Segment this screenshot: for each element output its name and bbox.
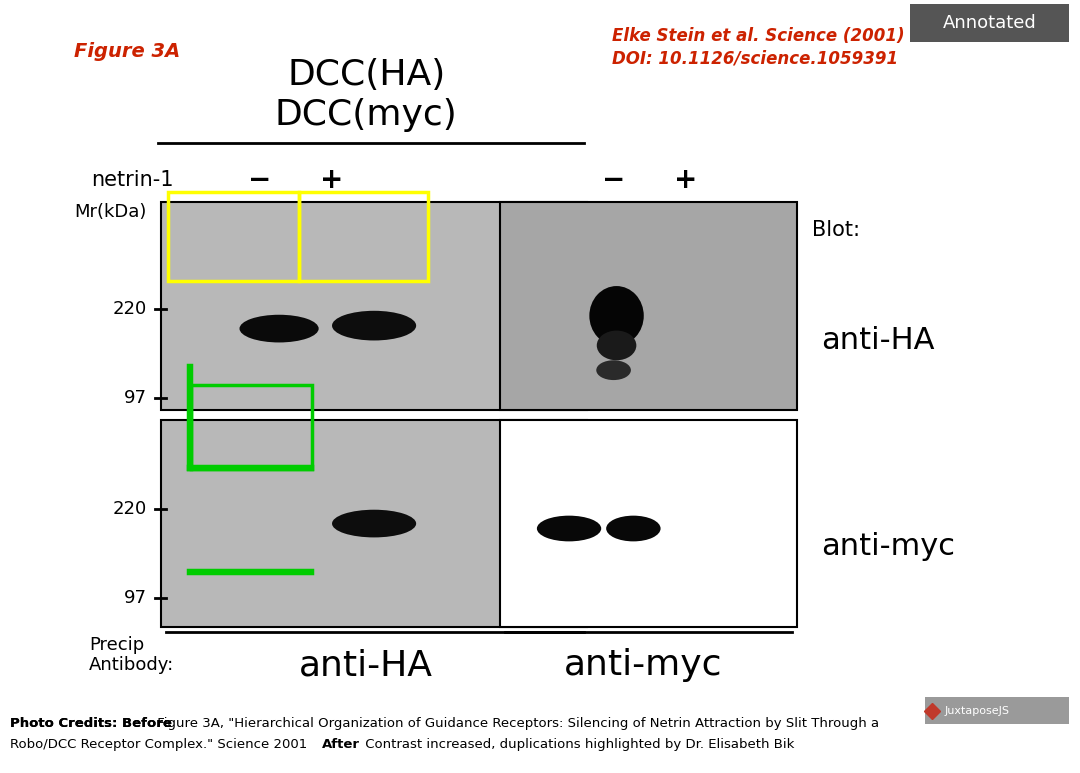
Bar: [161, 202, 586, 410]
Ellipse shape: [240, 315, 319, 342]
Bar: [191, 385, 312, 469]
Bar: [188, 570, 312, 573]
Bar: [188, 365, 191, 469]
Text: Robo/DCC Receptor Complex." Science 2001: Robo/DCC Receptor Complex." Science 2001: [10, 738, 307, 751]
Text: Precip: Precip: [89, 636, 145, 654]
Text: anti-myc: anti-myc: [822, 532, 956, 561]
Ellipse shape: [596, 360, 631, 380]
Bar: [910, 4, 1069, 42]
Text: Mr(kDa): Mr(kDa): [75, 203, 147, 221]
Bar: [299, 192, 428, 281]
Bar: [168, 192, 299, 281]
Ellipse shape: [332, 509, 416, 537]
Bar: [500, 420, 797, 628]
Bar: [926, 696, 1069, 724]
Bar: [161, 420, 586, 628]
Text: −: −: [602, 166, 625, 194]
Text: 97: 97: [123, 389, 147, 407]
Bar: [500, 202, 797, 410]
Text: Annotated: Annotated: [943, 14, 1037, 32]
Text: Contrast increased, duplications highlighted by Dr. Elisabeth Bik: Contrast increased, duplications highlig…: [361, 738, 795, 751]
Text: DCC(myc): DCC(myc): [274, 98, 458, 132]
Text: Photo Credits: Before: Photo Credits: Before: [10, 717, 172, 730]
Text: anti-myc: anti-myc: [564, 648, 723, 682]
Text: Antibody:: Antibody:: [89, 656, 174, 674]
Bar: [188, 466, 312, 469]
Ellipse shape: [332, 311, 416, 340]
Text: 220: 220: [112, 499, 147, 518]
Text: Photo Credits: Before: Photo Credits: Before: [10, 717, 172, 730]
Text: +: +: [674, 166, 698, 194]
Text: Figure 3A, "Hierarchical Organization of Guidance Receptors: Silencing of Netrin: Figure 3A, "Hierarchical Organization of…: [153, 717, 879, 730]
Text: Elke Stein et al. Science (2001): Elke Stein et al. Science (2001): [611, 26, 904, 45]
Text: −: −: [247, 166, 271, 194]
Text: JuxtaposeJS: JuxtaposeJS: [944, 706, 1009, 716]
Text: After: After: [322, 738, 360, 751]
Ellipse shape: [597, 331, 636, 360]
Ellipse shape: [537, 516, 602, 541]
Text: 97: 97: [123, 589, 147, 607]
Ellipse shape: [606, 516, 661, 541]
Text: Blot:: Blot:: [811, 220, 860, 240]
Text: DOI: 10.1126/science.1059391: DOI: 10.1126/science.1059391: [611, 49, 897, 67]
Text: Figure 3A: Figure 3A: [75, 42, 180, 61]
Text: anti-HA: anti-HA: [299, 648, 433, 682]
Text: DCC(HA): DCC(HA): [287, 58, 445, 92]
Text: anti-HA: anti-HA: [822, 326, 935, 355]
Ellipse shape: [590, 286, 644, 346]
Text: +: +: [320, 166, 343, 194]
Text: netrin-1: netrin-1: [91, 170, 174, 190]
Text: 220: 220: [112, 300, 147, 318]
